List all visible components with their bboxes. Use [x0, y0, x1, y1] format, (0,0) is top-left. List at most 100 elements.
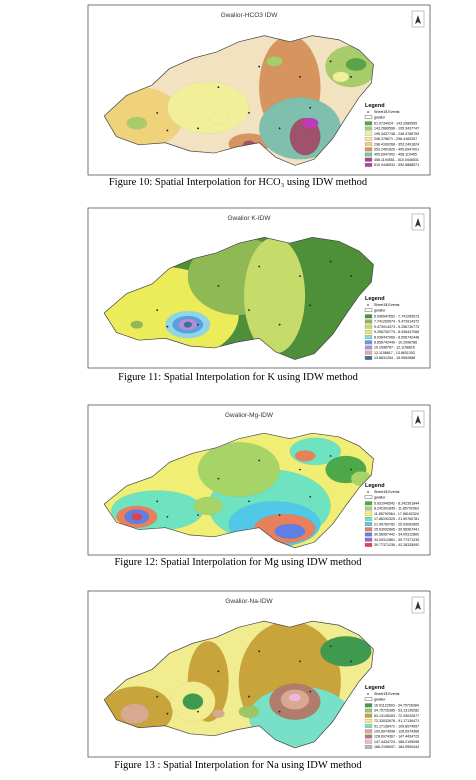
figure-caption: Figure 11: Spatial Interpolation for K u… [118, 372, 358, 383]
legend-swatch [364, 522, 373, 526]
north-arrow-head [415, 218, 421, 227]
legend-boundary-swatch [364, 308, 373, 312]
legend-swatch [364, 126, 373, 131]
interpolation-zone [243, 237, 306, 354]
interpolation-zone [120, 703, 150, 724]
legend-label: 12.1158817 - 13.8631253 [374, 351, 415, 355]
legend-swatch [364, 532, 373, 537]
sample-point [309, 106, 312, 109]
interpolation-zone [288, 693, 302, 702]
legend-label: 8.656742449 - 10.2998786 [374, 341, 417, 345]
sample-point [248, 695, 250, 698]
legend-events: Sheet1$ Events [374, 303, 400, 307]
legend-label: 143.2680596 - 195.3437747 [374, 127, 419, 131]
legend-label: 17.88192325 - 21.90760781 [374, 517, 419, 521]
legend-swatch [364, 137, 373, 141]
legend-label: 53.13135283 - 72.33032677 [374, 714, 419, 718]
legend-swatch [364, 147, 373, 152]
legend-swatch [364, 734, 373, 739]
sample-point [329, 60, 332, 63]
sample-point [217, 285, 220, 287]
legend-label: 7.741269574 - 9.473914372 [374, 320, 419, 324]
legend-swatch [364, 511, 373, 516]
sample-point [197, 710, 199, 713]
legend-label: 25.93092806 - 30.56967441 [374, 528, 419, 532]
legend-event-symbol [367, 111, 369, 113]
legend-swatch [364, 516, 373, 521]
legend-swatch [364, 319, 373, 324]
figure-caption: Figure 10: Spatial Interpolation for HCO… [109, 177, 368, 188]
sample-point [309, 690, 312, 693]
sample-point [197, 127, 199, 130]
map-title: Gwalior-HCO3 IDW [221, 12, 279, 19]
interpolation-zone [167, 81, 250, 134]
legend-swatch [364, 335, 373, 339]
legend-event-symbol [367, 304, 369, 306]
map-title: Gwalior-Na-IDW [225, 598, 273, 605]
legend-swatch [364, 537, 373, 542]
legend-swatch [364, 724, 373, 728]
sample-point [217, 477, 220, 480]
interpolation-zone [197, 442, 280, 498]
legend-swatch [364, 708, 373, 713]
interpolation-zone [130, 320, 144, 329]
legend-boundary: gwalior [374, 698, 386, 702]
sample-point [258, 459, 261, 462]
sample-point [278, 710, 281, 713]
sample-point [309, 304, 312, 307]
legend-event-symbol [367, 491, 369, 493]
legend-label: 195.3437748 - 246.3786709 [374, 132, 419, 136]
legend-swatch [364, 729, 373, 734]
legend-label: 166.2195097 - 184.9900444 [374, 745, 419, 749]
legend-swatch [364, 152, 373, 157]
interpolation-zone [320, 636, 372, 667]
legend-label: 510.0446532 - 592.5888571 [374, 163, 419, 167]
legend-label: 91.17136472 - 109.8974597 [374, 724, 419, 728]
legend-label: 353.2491825 - 405.6947001 [374, 148, 419, 152]
sample-point [350, 468, 352, 471]
legend-swatch [364, 142, 373, 147]
sample-point [248, 309, 250, 311]
legend-swatch [364, 744, 373, 749]
interpolation-zone [294, 450, 316, 462]
legend-label: 128.6974367 - 147.4434723 [374, 735, 419, 739]
sample-point [156, 309, 159, 311]
legend-swatch [364, 527, 373, 532]
sample-point [329, 455, 332, 457]
sample-point [299, 75, 301, 78]
sample-point [258, 650, 261, 653]
figure-caption: Figure 13 : Spatial Interpolation for Na… [114, 760, 362, 771]
sample-point [299, 275, 301, 278]
legend-boundary-swatch [364, 697, 373, 701]
sample-point [217, 86, 220, 89]
legend-label: 34.09312861 - 39.77371235 [374, 538, 419, 542]
legend-swatch [364, 131, 373, 136]
legend-title: Legend [365, 103, 385, 109]
legend-title: Legend [365, 685, 385, 691]
legend-swatch [364, 542, 373, 547]
sample-point [156, 695, 159, 698]
north-arrow-head [415, 15, 421, 24]
interpolation-zone [193, 496, 223, 516]
legend-swatch [364, 121, 373, 126]
legend-event-symbol [367, 693, 369, 695]
legend-boundary-swatch [364, 495, 373, 499]
legend-label: 34.75726385 - 53.13135282 [374, 709, 419, 713]
sample-point [309, 496, 312, 498]
sample-point [329, 260, 332, 263]
legend-label: 147.4434724 - 166.2195096 [374, 740, 419, 744]
legend-boundary: gwalior [374, 116, 386, 120]
sample-point [258, 265, 261, 268]
legend-label: 5.931946542 - 8.242391844 [374, 502, 419, 506]
legend-label: 21.90760782 - 25.93092805 [374, 522, 419, 526]
sample-point [329, 645, 332, 648]
legend-label: 9.256730774 - 8.936447068 [374, 330, 419, 334]
sample-point [350, 660, 352, 663]
legend-label: 109.8974598 - 128.6974366 [374, 730, 419, 734]
legend-label: 458.1194551 - 510.0446531 [374, 158, 419, 162]
legend-swatch [364, 314, 373, 319]
legend-boundary-swatch [364, 115, 373, 119]
legend-swatch [364, 324, 373, 329]
